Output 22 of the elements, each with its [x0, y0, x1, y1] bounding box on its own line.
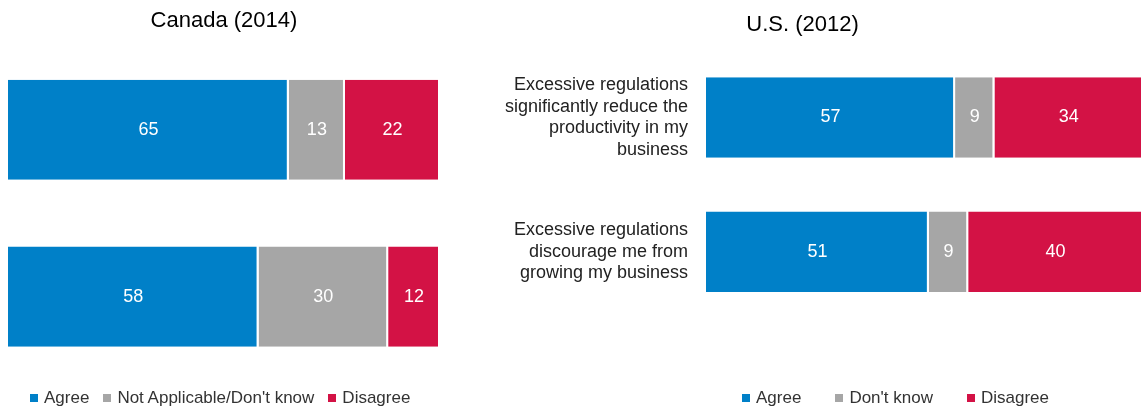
data-label: 22	[382, 118, 403, 139]
chart-title: Canada (2014)	[150, 7, 298, 33]
legend-label: Disagree	[342, 388, 411, 408]
legend-label: Not Applicable/Don't know	[117, 388, 315, 408]
data-label: 65	[138, 118, 159, 139]
legend-label: Agree	[44, 388, 90, 408]
data-label: 9	[943, 240, 954, 261]
data-label: 12	[404, 285, 425, 306]
legend-label: Agree	[756, 388, 802, 408]
legend-label: Disagree	[980, 388, 1049, 408]
chart-title: U.S. (2012)	[746, 11, 859, 37]
data-label: 51	[807, 240, 828, 261]
data-label: 30	[313, 285, 334, 306]
data-label: 13	[306, 118, 327, 139]
data-label: 40	[1045, 240, 1066, 261]
data-label: 57	[820, 106, 841, 127]
y-tick-label: Excessive regulations discourage me from growing my business	[513, 219, 688, 283]
legend-label: Don't know	[849, 388, 933, 408]
data-label: 34	[1058, 106, 1079, 127]
data-label: 9	[969, 106, 980, 127]
data-label: 58	[123, 285, 144, 306]
y-tick-label: Excessive regulations significantly reduce the productivity in my business	[504, 74, 688, 159]
